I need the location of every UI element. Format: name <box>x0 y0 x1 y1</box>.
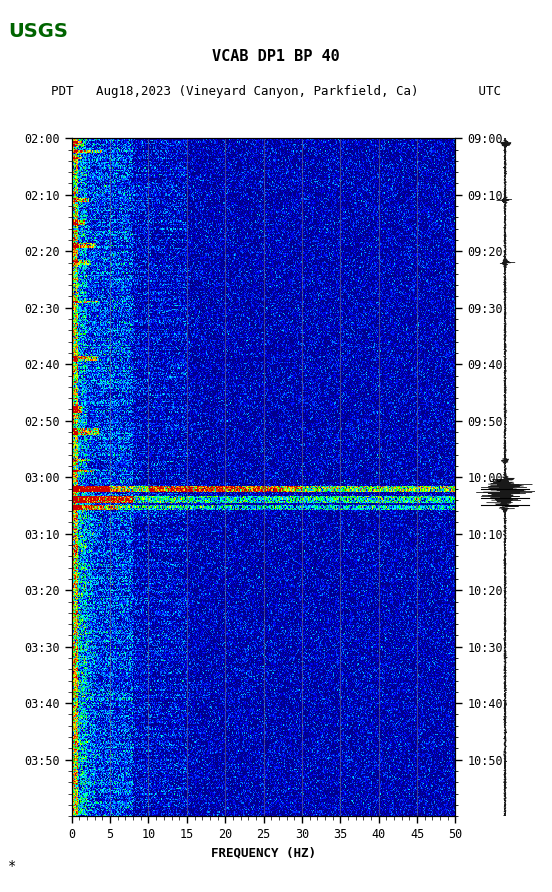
Text: VCAB DP1 BP 40: VCAB DP1 BP 40 <box>212 49 340 64</box>
Text: *: * <box>8 859 17 872</box>
Text: USGS: USGS <box>8 21 68 41</box>
X-axis label: FREQUENCY (HZ): FREQUENCY (HZ) <box>211 847 316 860</box>
Text: PDT   Aug18,2023 (Vineyard Canyon, Parkfield, Ca)        UTC: PDT Aug18,2023 (Vineyard Canyon, Parkfie… <box>51 85 501 98</box>
